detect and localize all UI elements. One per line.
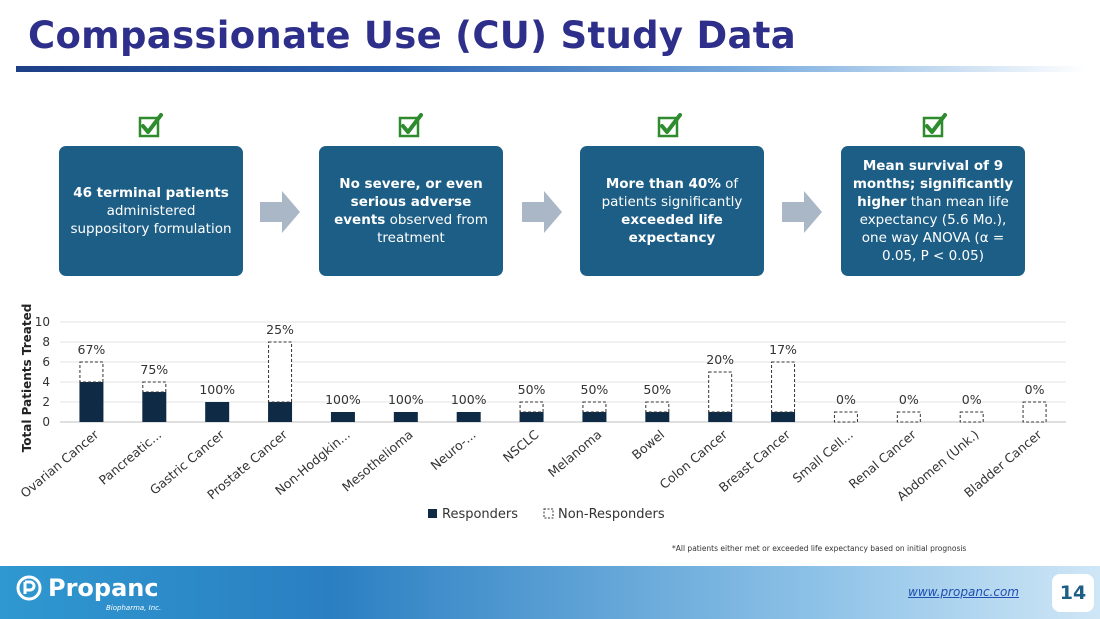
x-tick-label: Neuro-... bbox=[427, 427, 478, 473]
bar-non-responders bbox=[79, 361, 104, 383]
data-label: 0% bbox=[962, 392, 982, 407]
bar-responders bbox=[268, 402, 293, 422]
data-label: 17% bbox=[769, 342, 797, 357]
footer-band bbox=[0, 566, 1100, 619]
bar-responders bbox=[582, 412, 607, 422]
legend-swatch-responders bbox=[428, 509, 437, 518]
legend-label: Non-Responders bbox=[558, 507, 665, 522]
y-tick-label: 0 bbox=[42, 415, 50, 429]
bar-responders bbox=[708, 412, 733, 422]
data-label: 50% bbox=[643, 382, 671, 397]
data-label: 100% bbox=[388, 392, 424, 407]
summary-box-patients: 46 terminal patients administered suppos… bbox=[59, 146, 243, 276]
bar-non-responders bbox=[959, 411, 984, 423]
y-tick-label: 4 bbox=[42, 375, 50, 389]
legend-label: Responders bbox=[442, 507, 518, 522]
data-label: 67% bbox=[78, 342, 106, 357]
checkbox-checked-icon bbox=[922, 113, 947, 138]
data-label: 25% bbox=[266, 322, 294, 337]
y-tick-label: 8 bbox=[42, 335, 50, 349]
bar-responders bbox=[205, 402, 230, 422]
bar-non-responders bbox=[896, 411, 921, 423]
summary-box-text-part: 46 terminal patients bbox=[73, 185, 229, 201]
propanc-logo: Propanc bbox=[16, 574, 159, 602]
website-link[interactable]: www.propanc.com bbox=[908, 585, 1019, 599]
data-label: 0% bbox=[1025, 382, 1045, 397]
x-tick-label: Small Cell... bbox=[790, 427, 856, 486]
logo-mark-icon bbox=[16, 575, 42, 601]
bar-non-responders bbox=[1022, 401, 1047, 423]
bar-non-responders bbox=[771, 361, 796, 413]
checkbox-checked-icon bbox=[657, 113, 682, 138]
data-label: 20% bbox=[706, 352, 734, 367]
x-tick-label: Melanoma bbox=[545, 427, 604, 480]
bar-non-responders bbox=[645, 401, 670, 413]
footnote: *All patients either met or exceeded lif… bbox=[672, 544, 967, 553]
summary-box-text-part: exceeded life expectancy bbox=[621, 212, 723, 246]
bar-responders bbox=[645, 412, 670, 422]
summary-box-text-part: Mean survival of 9 months; significantly… bbox=[852, 158, 1014, 210]
bar-non-responders bbox=[582, 401, 607, 413]
summary-box-text-part: than mean life expectancy (5.6 Mo.), one… bbox=[859, 194, 1009, 264]
bar-responders bbox=[393, 412, 418, 422]
data-label: 100% bbox=[199, 382, 235, 397]
y-tick-label: 10 bbox=[35, 315, 50, 329]
right-arrow-icon bbox=[260, 191, 300, 233]
summary-box-text-part: More than 40% bbox=[605, 176, 721, 192]
bar-non-responders bbox=[708, 371, 733, 413]
summary-box-text: Mean survival of 9 months; significantly… bbox=[849, 157, 1017, 265]
bar-responders bbox=[519, 412, 544, 422]
legend-swatch-non-responders bbox=[543, 508, 554, 519]
summary-box-text: 46 terminal patients administered suppos… bbox=[67, 184, 235, 238]
logo-subtitle: Biopharma, Inc. bbox=[106, 604, 162, 612]
bar-non-responders bbox=[142, 381, 167, 393]
y-tick-label: 2 bbox=[42, 395, 50, 409]
data-label: 100% bbox=[325, 392, 361, 407]
bar-responders bbox=[79, 382, 104, 422]
summary-box-survival: Mean survival of 9 months; significantly… bbox=[841, 146, 1025, 276]
x-tick-label: NSCLC bbox=[500, 427, 542, 465]
bar-non-responders bbox=[519, 401, 544, 413]
bar-responders bbox=[330, 412, 355, 422]
summary-box-text: No severe, or even serious adverse event… bbox=[327, 175, 495, 247]
data-label: 100% bbox=[451, 392, 487, 407]
y-axis-label: Total Patients Treated bbox=[20, 304, 34, 453]
summary-box-text-part: administered suppository formulation bbox=[70, 203, 232, 237]
summary-box-efficacy: More than 40% of patients significantly … bbox=[580, 146, 764, 276]
bar-responders bbox=[142, 392, 167, 422]
bar-non-responders bbox=[833, 411, 858, 423]
bar-non-responders bbox=[268, 341, 293, 403]
summary-box-text-part: of patients significantly bbox=[601, 176, 743, 210]
summary-box-text: More than 40% of patients significantly … bbox=[588, 175, 756, 247]
data-label: 0% bbox=[899, 392, 919, 407]
page-number: 14 bbox=[1052, 574, 1094, 612]
summary-box-text-part: No severe, or even serious adverse event… bbox=[334, 176, 483, 228]
data-label: 75% bbox=[140, 362, 168, 377]
bar-responders bbox=[771, 412, 796, 422]
checkbox-checked-icon bbox=[398, 113, 423, 138]
y-tick-label: 6 bbox=[42, 355, 50, 369]
right-arrow-icon bbox=[782, 191, 822, 233]
bar-responders bbox=[456, 412, 481, 422]
summary-box-safety: No severe, or even serious adverse event… bbox=[319, 146, 503, 276]
slide-title: Compassionate Use (CU) Study Data bbox=[28, 14, 797, 57]
title-underline bbox=[16, 66, 1086, 72]
logo-text: Propanc bbox=[48, 574, 159, 602]
data-label: 50% bbox=[518, 382, 546, 397]
x-tick-label: Pancreatic... bbox=[96, 427, 164, 488]
summary-box-text-part: observed from treatment bbox=[377, 212, 488, 246]
right-arrow-icon bbox=[522, 191, 562, 233]
data-label: 50% bbox=[581, 382, 609, 397]
checkbox-checked-icon bbox=[138, 113, 163, 138]
x-tick-label: Bowel bbox=[629, 427, 667, 463]
data-label: 0% bbox=[836, 392, 856, 407]
